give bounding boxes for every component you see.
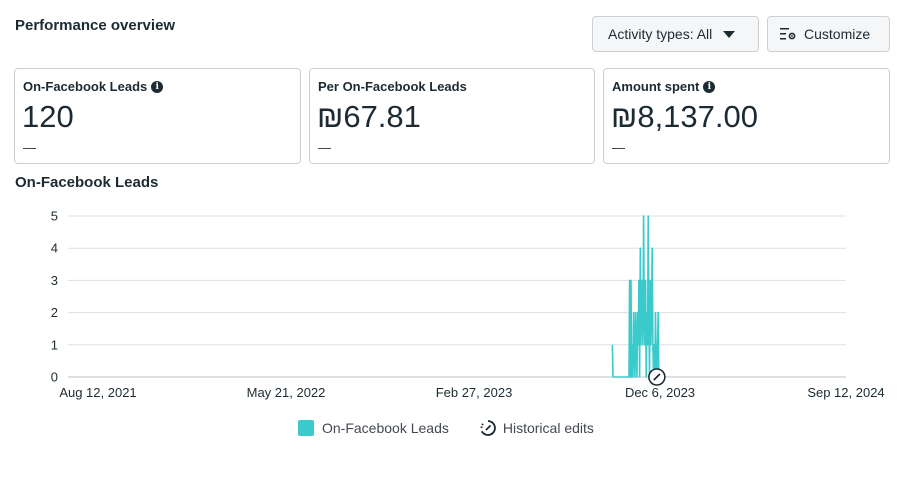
metric-change: —	[23, 140, 36, 155]
x-tick-label: Dec 6, 2023	[625, 385, 695, 400]
metric-label-text: On-Facebook Leads	[23, 79, 148, 94]
legend-label: On-Facebook Leads	[322, 420, 449, 436]
y-tick-label: 1	[51, 337, 58, 352]
x-tick-label: Sep 12, 2024	[807, 385, 884, 400]
y-tick-label: 5	[51, 209, 58, 224]
metric-label: Per On-Facebook Leads	[318, 79, 467, 94]
metric-card-leads[interactable]: On-Facebook Leads i 120 —	[14, 68, 301, 164]
metric-label-text: Amount spent	[612, 79, 700, 94]
page-title: Performance overview	[15, 17, 176, 34]
metric-value: ₪8,137.00	[611, 99, 758, 134]
y-tick-label: 4	[51, 241, 58, 256]
metric-label: On-Facebook Leads i	[23, 79, 164, 94]
series-line-leads[interactable]	[611, 215, 660, 378]
leads-line-chart[interactable]: 0 1 2 3 4 5 Aug 12, 2021 May 21, 2022 Feb 27, 20…	[0, 200, 905, 410]
activity-types-label: Activity types: All	[608, 26, 713, 42]
y-tick-label: 2	[51, 305, 58, 320]
historical-edit-marker-needle	[653, 373, 661, 381]
info-icon[interactable]: i	[151, 80, 164, 93]
chart-title: On-Facebook Leads	[15, 174, 159, 191]
chart-legend: On-Facebook Leads Historical edits	[298, 419, 594, 437]
metric-value: 120	[22, 99, 74, 134]
legend-swatch	[298, 420, 314, 436]
metric-card-amount-spent[interactable]: Amount spent i ₪8,137.00 —	[603, 68, 890, 164]
x-tick-label: May 21, 2022	[247, 385, 326, 400]
info-icon[interactable]: i	[703, 80, 716, 93]
customize-label: Customize	[804, 26, 871, 42]
metric-label: Amount spent i	[612, 79, 716, 94]
metric-change: —	[318, 140, 331, 155]
metric-label-text: Per On-Facebook Leads	[318, 79, 467, 94]
customize-button[interactable]: Customize	[767, 16, 890, 52]
metric-value: ₪67.81	[317, 99, 421, 134]
activity-types-dropdown[interactable]: Activity types: All	[592, 16, 759, 52]
metric-change: —	[612, 140, 625, 155]
legend-label: Historical edits	[502, 420, 594, 436]
caret-down-icon	[723, 30, 736, 38]
y-tick-label: 0	[51, 370, 58, 385]
legend-item-historical-edits[interactable]: Historical edits	[479, 419, 594, 437]
x-tick-label: Feb 27, 2023	[436, 385, 513, 400]
metric-card-cost-per-lead[interactable]: Per On-Facebook Leads ₪67.81 —	[309, 68, 595, 164]
y-tick-label: 3	[51, 273, 58, 288]
customize-icon	[780, 28, 796, 40]
legend-item-leads[interactable]: On-Facebook Leads	[298, 420, 449, 436]
x-tick-label: Aug 12, 2021	[59, 385, 136, 400]
historical-edits-icon	[480, 420, 496, 436]
